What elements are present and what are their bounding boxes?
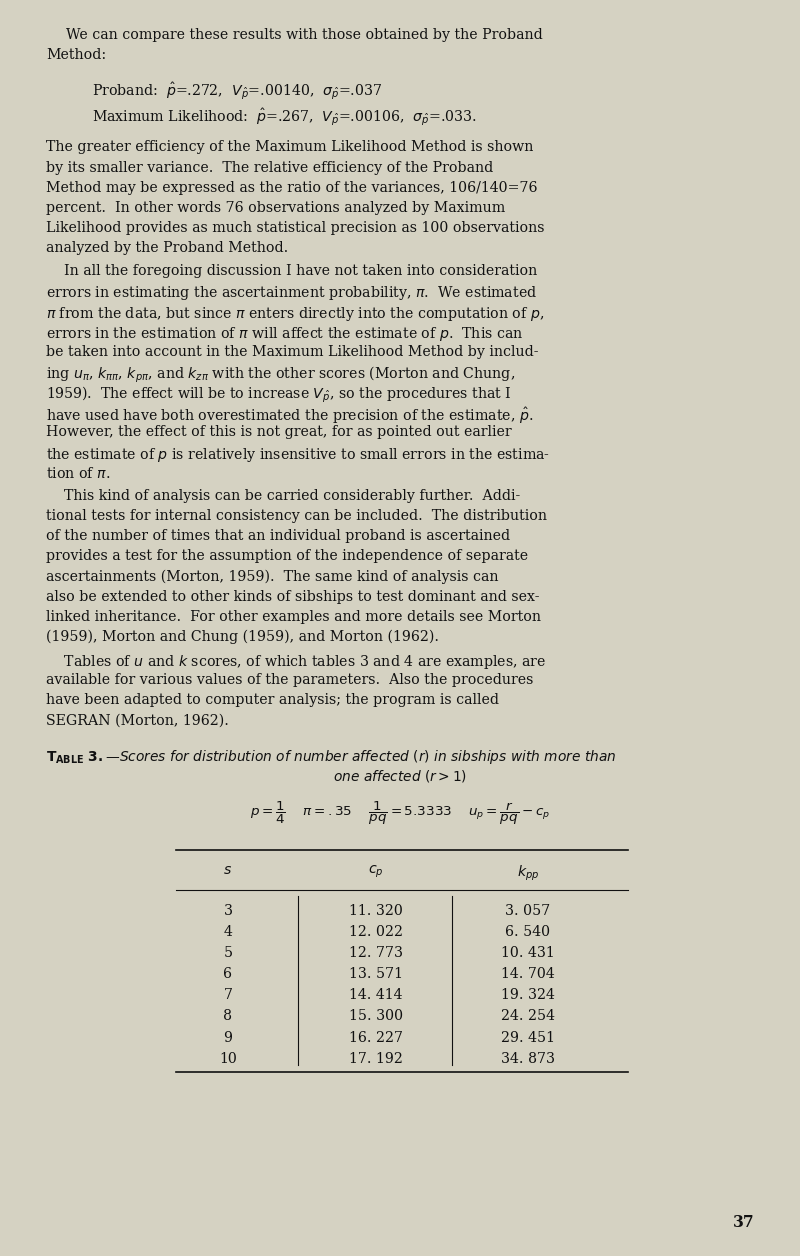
Text: errors in the estimation of $\pi$ will affect the estimate of $p$.  This can: errors in the estimation of $\pi$ will a…	[46, 325, 524, 343]
Text: available for various values of the parameters.  Also the procedures: available for various values of the para…	[46, 673, 534, 687]
Text: 14. 414: 14. 414	[350, 988, 402, 1002]
Text: of the number of times that an individual proband is ascertained: of the number of times that an individua…	[46, 529, 510, 543]
Text: Tables of $u$ and $k$ scores, of which tables 3 and 4 are examples, are: Tables of $u$ and $k$ scores, of which t…	[46, 653, 546, 671]
Text: $\mathit{one\ affected\ (r>1)}$: $\mathit{one\ affected\ (r>1)}$	[333, 767, 467, 784]
Text: linked inheritance.  For other examples and more details see Morton: linked inheritance. For other examples a…	[46, 609, 542, 624]
Text: also be extended to other kinds of sibships to test dominant and sex-: also be extended to other kinds of sibsh…	[46, 589, 540, 603]
Text: 37: 37	[733, 1213, 755, 1231]
Text: 16. 227: 16. 227	[349, 1031, 403, 1045]
Text: This kind of analysis can be carried considerably further.  Addi-: This kind of analysis can be carried con…	[46, 489, 521, 502]
Text: (1959), Morton and Chung (1959), and Morton (1962).: (1959), Morton and Chung (1959), and Mor…	[46, 629, 439, 644]
Text: The greater efficiency of the Maximum Likelihood Method is shown: The greater efficiency of the Maximum Li…	[46, 141, 534, 154]
Text: 24. 254: 24. 254	[501, 1010, 555, 1024]
Text: errors in estimating the ascertainment probability, $\pi$.  We estimated: errors in estimating the ascertainment p…	[46, 284, 538, 303]
Text: Method may be expressed as the ratio of the variances, 106/140=76: Method may be expressed as the ratio of …	[46, 181, 538, 195]
Text: the estimate of $p$ is relatively insensitive to small errors in the estima-: the estimate of $p$ is relatively insens…	[46, 446, 550, 463]
Text: 1959).  The effect will be to increase $V_{\hat{p}}$, so the procedures that I: 1959). The effect will be to increase $V…	[46, 386, 512, 406]
Text: 12. 022: 12. 022	[349, 924, 403, 938]
Text: $k_{pp}$: $k_{pp}$	[517, 863, 539, 883]
Text: 14. 704: 14. 704	[501, 967, 555, 981]
Text: 4: 4	[223, 924, 233, 938]
Text: In all the foregoing discussion I have not taken into consideration: In all the foregoing discussion I have n…	[46, 264, 538, 279]
Text: $c_p$: $c_p$	[368, 863, 384, 879]
Text: analyzed by the Proband Method.: analyzed by the Proband Method.	[46, 241, 289, 255]
Text: 13. 571: 13. 571	[349, 967, 403, 981]
Text: 6. 540: 6. 540	[506, 924, 550, 938]
Text: 29. 451: 29. 451	[501, 1031, 555, 1045]
Text: Likelihood provides as much statistical precision as 100 observations: Likelihood provides as much statistical …	[46, 221, 545, 235]
Text: Proband:  $\hat{p}$=.272,  $V_{\hat{p}}$=.00140,  $\sigma_{\hat{p}}$=.037: Proband: $\hat{p}$=.272, $V_{\hat{p}}$=.…	[92, 80, 382, 102]
Text: $\pi$ from the data, but since $\pi$ enters directly into the computation of $p$: $\pi$ from the data, but since $\pi$ ent…	[46, 304, 545, 323]
Text: 7: 7	[223, 988, 233, 1002]
Text: We can compare these results with those obtained by the Proband: We can compare these results with those …	[66, 28, 542, 41]
Text: 17. 192: 17. 192	[349, 1051, 403, 1065]
Text: 8: 8	[223, 1010, 233, 1024]
Text: $p=\dfrac{1}{4}$    $\pi=.35$    $\dfrac{1}{pq}=5.3333$    $u_p=\dfrac{r}{pq}-c_: $p=\dfrac{1}{4}$ $\pi=.35$ $\dfrac{1}{pq…	[250, 800, 550, 828]
Text: 15. 300: 15. 300	[349, 1010, 403, 1024]
Text: Method:: Method:	[46, 48, 106, 62]
Text: 10: 10	[219, 1051, 237, 1065]
Text: be taken into account in the Maximum Likelihood Method by includ-: be taken into account in the Maximum Lik…	[46, 345, 539, 359]
Text: 6: 6	[223, 967, 233, 981]
Text: have used have both overestimated the precision of the estimate, $\hat{p}$.: have used have both overestimated the pr…	[46, 406, 534, 426]
Text: 5: 5	[223, 946, 233, 960]
Text: 10. 431: 10. 431	[501, 946, 555, 960]
Text: tional tests for internal consistency can be included.  The distribution: tional tests for internal consistency ca…	[46, 509, 547, 522]
Text: 9: 9	[223, 1031, 233, 1045]
Text: percent.  In other words 76 observations analyzed by Maximum: percent. In other words 76 observations …	[46, 201, 506, 215]
Text: However, the effect of this is not great, for as pointed out earlier: However, the effect of this is not great…	[46, 426, 512, 440]
Text: tion of $\pi$.: tion of $\pi$.	[46, 466, 110, 481]
Text: SEGRAN (Morton, 1962).: SEGRAN (Morton, 1962).	[46, 713, 230, 727]
Text: Maximum Likelihood:  $\hat{p}$=.267,  $V_{\hat{p}}$=.00106,  $\sigma_{\hat{p}}$=: Maximum Likelihood: $\hat{p}$=.267, $V_{…	[92, 107, 477, 128]
Text: provides a test for the assumption of the independence of separate: provides a test for the assumption of th…	[46, 549, 529, 563]
Text: have been adapted to computer analysis; the program is called: have been adapted to computer analysis; …	[46, 693, 499, 707]
Text: ing $u_\pi$, $k_{\pi\pi}$, $k_{p\pi}$, and $k_{z\pi}$ with the other scores (Mor: ing $u_\pi$, $k_{\pi\pi}$, $k_{p\pi}$, a…	[46, 365, 515, 386]
Text: 19. 324: 19. 324	[501, 988, 555, 1002]
Text: $\mathbf{T}_{\mathbf{ABLE}}$ $\mathbf{3.}$—$\mathit{Scores\ for\ distribution\ o: $\mathbf{T}_{\mathbf{ABLE}}$ $\mathbf{3.…	[46, 747, 617, 766]
Text: 3: 3	[223, 903, 233, 918]
Text: 11. 320: 11. 320	[349, 903, 403, 918]
Text: by its smaller variance.  The relative efficiency of the Proband: by its smaller variance. The relative ef…	[46, 161, 494, 175]
Text: 34. 873: 34. 873	[501, 1051, 555, 1065]
Text: $s$: $s$	[223, 863, 233, 878]
Text: 3. 057: 3. 057	[506, 903, 550, 918]
Text: 12. 773: 12. 773	[349, 946, 403, 960]
Text: ascertainments (Morton, 1959).  The same kind of analysis can: ascertainments (Morton, 1959). The same …	[46, 569, 499, 584]
